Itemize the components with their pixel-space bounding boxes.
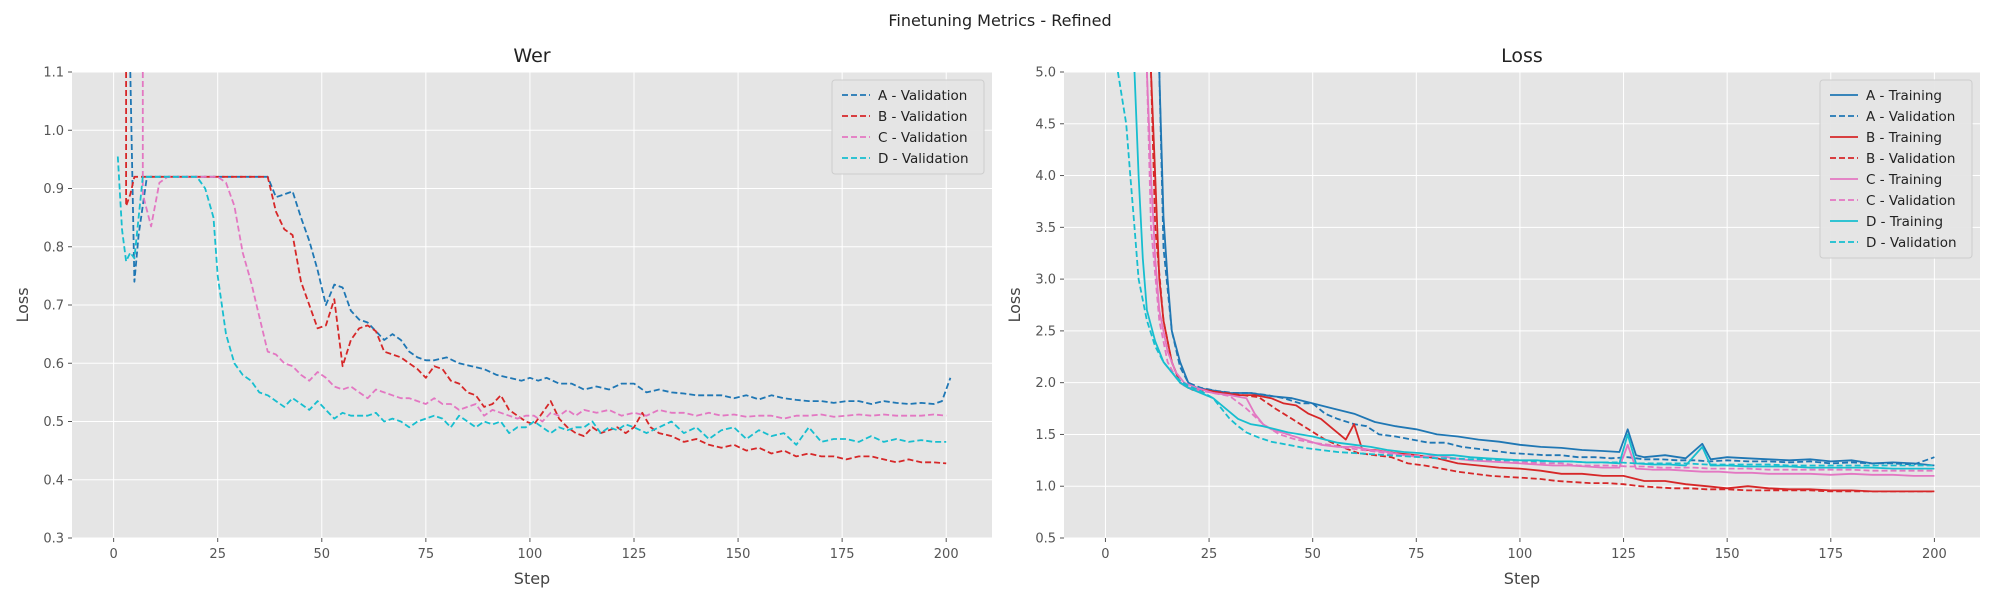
loss-gridlines	[1064, 71, 1980, 539]
loss-series-b-validation	[1150, 72, 1935, 493]
figure-suptitle: Finetuning Metrics - Refined	[888, 11, 1111, 30]
wer-series-a-validation	[129, 72, 952, 405]
loss-ytick-label: 5.0	[1035, 66, 1056, 81]
wer-xtick-label: 200	[934, 547, 959, 562]
wer-ytick-label: 0.5	[43, 415, 64, 430]
wer-ytick-label: 1.0	[43, 124, 64, 139]
loss-legend-label: C - Validation	[1866, 193, 1956, 209]
wer-xtick-label: 100	[518, 547, 543, 562]
wer-ytick-label: 0.3	[43, 532, 64, 547]
loss-ytick-label: 0.5	[1035, 532, 1056, 547]
loss-series-d-training	[1133, 72, 1935, 470]
wer-chart-title: Wer	[513, 45, 550, 67]
wer-legend: A - Validation B - Validation C - Validati…	[831, 79, 985, 175]
wer-legend-label: B - Validation	[878, 109, 967, 125]
wer-xtick-label: 125	[622, 547, 647, 562]
loss-xtick-label: 125	[1611, 547, 1636, 562]
wer-ytick-label: 0.6	[43, 357, 64, 372]
loss-legend-label: D - Training	[1866, 214, 1943, 230]
loss-xtick-label: 75	[1408, 547, 1425, 562]
wer-y-axis-label: Loss	[13, 287, 32, 322]
wer-ytick-label: 0.9	[43, 182, 64, 197]
wer-xtick-label: 25	[209, 547, 226, 562]
loss-xtick-label: 100	[1508, 547, 1533, 562]
wer-xtick-label: 150	[726, 547, 751, 562]
loss-xtick-label: 200	[1922, 547, 1947, 562]
wer-series-d-validation	[116, 156, 947, 446]
loss-chart-title: Loss	[1501, 45, 1543, 67]
loss-legend-label: A - Validation	[1866, 109, 1955, 125]
loss-xtick-label: 0	[1101, 547, 1109, 562]
loss-ytick-label: 4.0	[1035, 169, 1056, 184]
wer-xtick-label: 175	[830, 547, 855, 562]
loss-legend-label: D - Validation	[1866, 235, 1957, 251]
wer-legend-label: A - Validation	[878, 88, 967, 104]
wer-ytick-label: 0.8	[43, 240, 64, 255]
loss-series-a-validation	[1158, 72, 1935, 466]
loss-ytick-label: 3.0	[1035, 273, 1056, 288]
wer-chart: 0 25 50 75 100 125 150 175 200 0.3 0.4 0.5 0.6 0.7 0.8…	[13, 45, 992, 588]
loss-legend-label: B - Training	[1866, 130, 1942, 146]
loss-legend: A - Training A - Validation B - Training B …	[1819, 79, 1973, 259]
loss-series-c-validation	[1146, 72, 1935, 472]
loss-ytick-label: 2.5	[1035, 324, 1056, 339]
wer-series-c-validation	[141, 72, 947, 423]
wer-legend-label: D - Validation	[878, 151, 969, 167]
wer-xtick-label: 75	[418, 547, 435, 562]
loss-y-axis-label: Loss	[1005, 287, 1024, 322]
loss-legend-label: B - Validation	[1866, 151, 1955, 167]
loss-xtick-label: 150	[1715, 547, 1740, 562]
loss-legend-label: C - Training	[1866, 172, 1942, 188]
loss-ytick-label: 2.0	[1035, 376, 1056, 391]
wer-ytick-label: 0.4	[43, 473, 64, 488]
loss-ytick-label: 1.5	[1035, 428, 1056, 443]
wer-xtick-label: 50	[314, 547, 331, 562]
loss-ytick-label: 3.5	[1035, 221, 1056, 236]
wer-x-axis-label: Step	[514, 569, 550, 588]
wer-series-b-validation	[125, 72, 947, 465]
wer-ytick-label: 0.7	[43, 299, 64, 314]
loss-x-axis-label: Step	[1504, 569, 1540, 588]
loss-xtick-label: 25	[1201, 547, 1218, 562]
loss-series-d-validation	[1117, 72, 1935, 467]
loss-ytick-label: 4.5	[1035, 117, 1056, 132]
wer-xtick-label: 0	[109, 547, 117, 562]
wer-ytick-label: 1.1	[43, 66, 64, 81]
wer-legend-label: C - Validation	[878, 130, 968, 146]
loss-chart: 0 25 50 75 100 125 150 175 200 0.5 1.0 1.5 2.0 2.5 3.0…	[1005, 45, 1980, 588]
loss-xtick-label: 175	[1818, 547, 1843, 562]
loss-xtick-label: 50	[1304, 547, 1321, 562]
loss-ytick-label: 1.0	[1035, 480, 1056, 495]
loss-legend-label: A - Training	[1866, 88, 1942, 104]
